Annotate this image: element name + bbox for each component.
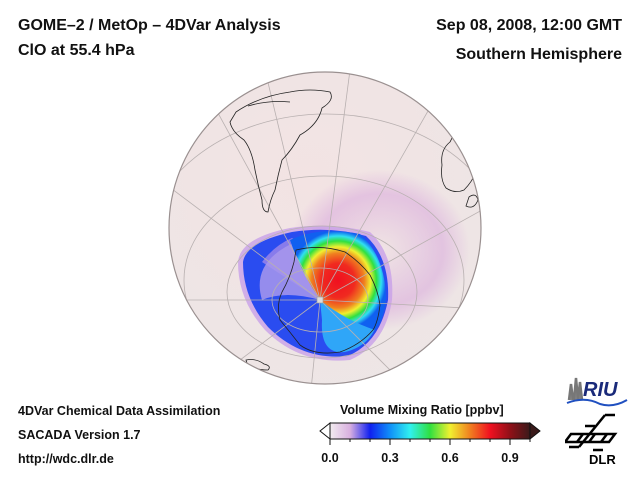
colorbar-title: Volume Mixing Ratio [ppbv]: [340, 403, 504, 417]
footer-url-link[interactable]: http://wdc.dlr.de: [18, 452, 114, 466]
colorbar-tick-label: 0.6: [441, 451, 459, 465]
dlr-cross-icon: [565, 413, 618, 452]
cathedral-icon: [567, 377, 584, 401]
colorbar-tick-label: 0.0: [321, 451, 339, 465]
colorbar-ticks: [329, 439, 531, 445]
south-pole-marker: [316, 296, 324, 304]
title-line-1: GOME–2 / MetOp – 4DVar Analysis: [18, 17, 281, 34]
colorbar: [319, 421, 541, 445]
footer-line-2: SACADA Version 1.7: [18, 428, 141, 442]
title-line-2: ClO at 55.4 hPa: [18, 42, 135, 59]
hemisphere-label: Southern Hemisphere: [455, 46, 622, 63]
riu-logo: RIU: [566, 377, 628, 407]
dlr-text: DLR: [589, 452, 616, 467]
colorbar-tick-label: 0.3: [381, 451, 399, 465]
vortex-high-clo-region: [290, 231, 386, 330]
colorbar-extend-min: [319, 421, 331, 441]
colorbar-gradient: [329, 422, 531, 440]
dlr-logo: DLR: [565, 413, 618, 467]
wave-icon: [566, 398, 628, 407]
footer-line-1: 4DVar Chemical Data Assimilation: [18, 404, 221, 418]
globe-outline: [168, 71, 482, 385]
datetime-label: Sep 08, 2008, 12:00 GMT: [436, 17, 622, 34]
riu-text: RIU: [583, 379, 618, 401]
colorbar-tick-label: 0.9: [501, 451, 519, 465]
colorbar-extend-max: [529, 421, 541, 441]
